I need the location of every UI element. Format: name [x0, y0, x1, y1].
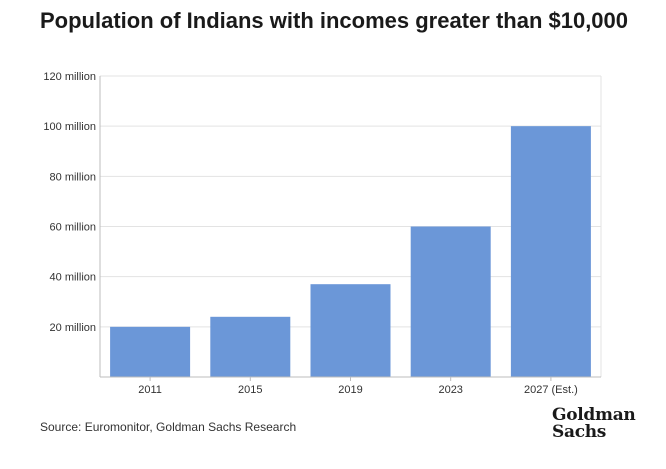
bar-2019	[310, 284, 391, 377]
bar-2027-est	[510, 126, 591, 378]
goldman-sachs-logo: Goldman Sachs	[552, 405, 636, 442]
y-tick-label: 20 million	[50, 322, 96, 334]
y-tick-label: 40 million	[50, 272, 96, 284]
y-axis-tick-labels: 20 million 40 million 60 million 80 million…	[43, 71, 96, 334]
bar-2015	[210, 316, 291, 377]
y-tick-label: 60 million	[50, 222, 96, 234]
x-tick-label: 2019	[338, 384, 362, 396]
logo-line-2: Sachs	[552, 422, 607, 442]
bar-2023	[410, 226, 491, 377]
x-tick-label: 2027 (Est.)	[524, 384, 578, 396]
y-tick-label: 80 million	[50, 171, 96, 183]
x-tick-label: 2023	[438, 384, 462, 396]
logo-line-1: Goldman	[552, 405, 636, 425]
bar-2011	[110, 326, 191, 377]
source-note: Source: Euromonitor, Goldman Sachs Resea…	[40, 420, 297, 434]
y-tick-label: 100 million	[43, 121, 96, 133]
x-axis-tick-labels: 2011 2015 2019 2023 2027 (Est.)	[138, 384, 578, 396]
y-tick-label: 120 million	[43, 71, 96, 83]
x-tick-label: 2011	[138, 384, 162, 396]
bars	[110, 126, 591, 378]
chart-title: Population of Indians with incomes great…	[40, 8, 629, 33]
axes	[99, 76, 602, 381]
x-tick-label: 2015	[238, 384, 262, 396]
